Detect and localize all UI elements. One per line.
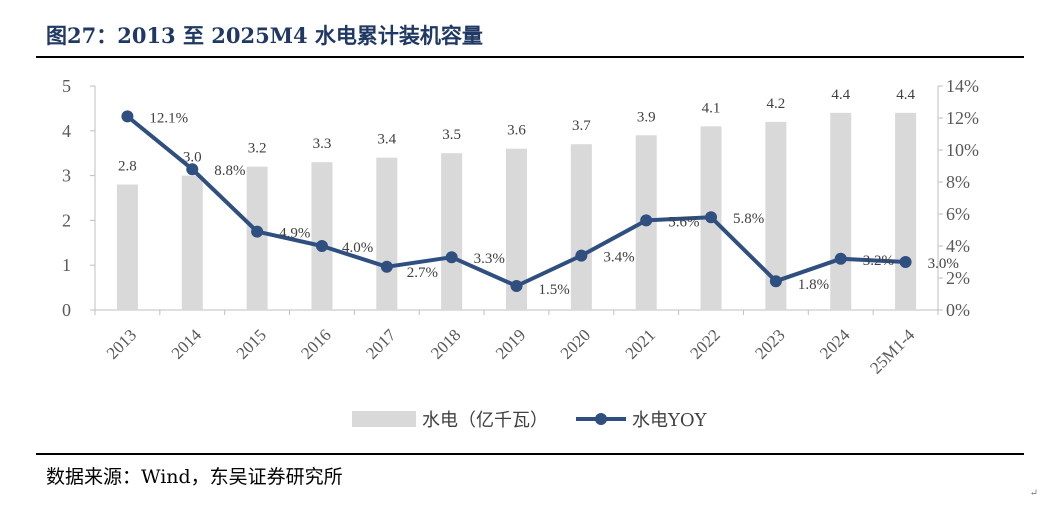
bar-hydropower (830, 112, 852, 310)
yoy-point (315, 240, 328, 252)
category-label: 2020 (557, 325, 594, 362)
return-mark: ↵ (1029, 488, 1038, 499)
yoy-value-label: 3.2% (863, 253, 894, 269)
yoy-value-label: 8.8% (214, 163, 245, 179)
bar-value-label: 3.5 (442, 127, 461, 143)
yoy-point (380, 260, 393, 273)
yoy-value-label: 4.9% (279, 226, 310, 242)
bar-value-label: 3.9 (637, 109, 656, 125)
bar-value-label: 4.1 (702, 100, 721, 116)
bar-value-label: 3.4 (377, 132, 396, 148)
category-label: 2015 (232, 325, 269, 362)
yoy-point (575, 249, 588, 262)
bar-value-label: 2.8 (118, 159, 137, 175)
yoy-value-label: 1.8% (798, 277, 829, 293)
right-tick-label: 4% (946, 236, 970, 256)
category-label: 2018 (427, 325, 464, 362)
bar-value-label: 3.6 (507, 123, 526, 139)
bar-hydropower (765, 121, 787, 310)
category-label: 2019 (492, 325, 529, 362)
left-tick-label: 0 (62, 300, 71, 320)
right-tick-label: 6% (946, 204, 970, 224)
hydropower-chart: 0 1 2 3 4 5 0% 2% 4% 6% 8% 10% 12% 14% 2013 2014 2015 201… (62, 76, 979, 431)
bar-hydropower (441, 153, 463, 310)
bar-hydropower (376, 157, 398, 310)
yoy-point (834, 252, 847, 265)
yoy-point (445, 251, 458, 264)
right-tick-label: 0% (946, 300, 970, 320)
yoy-point (121, 110, 134, 123)
yoy-value-label: 12.1% (149, 110, 188, 126)
yoy-value-label: 5.6% (668, 214, 699, 230)
legend-line-label: 水电YOY (632, 410, 708, 431)
left-tick-label: 1 (62, 255, 71, 275)
category-label: 2022 (686, 325, 723, 362)
right-tick-label: 14% (946, 76, 979, 96)
category-label: 2024 (816, 325, 854, 363)
right-tick-label: 8% (946, 172, 970, 192)
yoy-point (899, 256, 912, 268)
bar-hydropower (506, 148, 527, 310)
category-label: 2021 (622, 325, 659, 362)
legend-bar-label: 水电（亿千瓦） (422, 410, 548, 431)
yoy-point (769, 275, 782, 288)
yoy-point (510, 280, 523, 292)
left-tick-label: 2 (62, 210, 71, 230)
category-label: 2023 (751, 325, 788, 362)
bar-value-label: 4.2 (767, 96, 786, 112)
yoy-point (705, 211, 718, 224)
yoy-value-label: 3.0% (928, 256, 959, 272)
yoy-value-label: 4.0% (342, 240, 373, 256)
yoy-value-label: 5.8% (733, 211, 764, 227)
bottom-rule (36, 453, 1024, 455)
left-tick-label: 3 (62, 166, 71, 186)
yoy-point (640, 214, 653, 227)
category-label: 2013 (103, 325, 140, 362)
bar-value-label: 4.4 (896, 87, 915, 103)
bar-value-label: 4.4 (831, 87, 850, 103)
category-label: 2017 (362, 325, 400, 363)
legend-line-marker (595, 413, 607, 425)
left-tick-label: 4 (62, 121, 71, 141)
left-tick-label: 5 (62, 76, 71, 96)
chart-title: 图27：2013 至 2025M4 水电累计装机容量 (46, 23, 483, 48)
right-tick-label: 10% (946, 140, 979, 160)
right-tick-label: 2% (946, 268, 970, 288)
category-label: 2016 (297, 325, 334, 362)
source-note: 数据来源：Wind，东吴证券研究所 (46, 466, 343, 488)
bar-hydropower (895, 112, 917, 310)
bar-hydropower (311, 162, 333, 310)
yoy-point (186, 163, 199, 176)
bar-value-label: 3.3 (313, 136, 332, 152)
yoy-value-label: 3.3% (474, 251, 505, 267)
bar-value-label: 3.0 (183, 150, 202, 166)
bar-hydropower (570, 144, 592, 310)
right-tick-label: 12% (946, 108, 979, 128)
bar-hydropower (181, 175, 203, 310)
legend-bar-swatch (352, 411, 416, 427)
bar-value-label: 3.7 (572, 118, 591, 134)
yoy-value-label: 3.4% (603, 250, 634, 266)
top-rule (36, 56, 1024, 58)
yoy-value-label: 2.7% (407, 265, 438, 281)
category-label: 25M1-4 (866, 325, 919, 378)
bar-hydropower (246, 166, 268, 310)
bar-value-label: 3.2 (248, 141, 267, 157)
yoy-value-label: 1.5% (539, 282, 570, 298)
yoy-point (251, 225, 264, 238)
category-label: 2014 (168, 325, 206, 363)
bar-hydropower (116, 184, 138, 310)
